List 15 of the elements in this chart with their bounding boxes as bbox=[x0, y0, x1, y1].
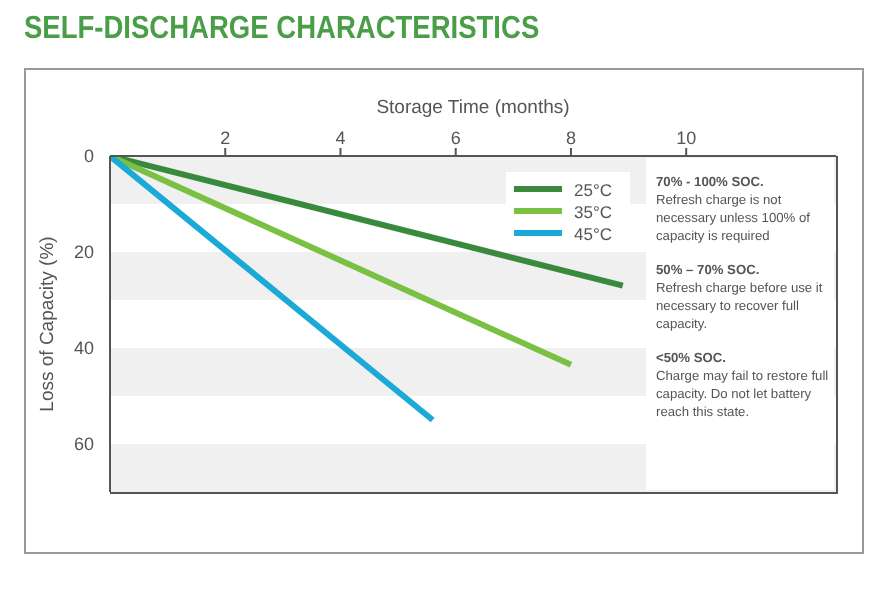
y-axis-title: Loss of Capacity (%) bbox=[36, 236, 59, 412]
x-tick-label: 4 bbox=[335, 128, 346, 148]
x-tick-label: 6 bbox=[450, 128, 461, 148]
y-tick-label: 60 bbox=[73, 434, 94, 455]
legend-label: 25°C bbox=[574, 179, 612, 199]
y-tick-label: 0 bbox=[83, 146, 94, 167]
y-tick-label: 20 bbox=[73, 242, 94, 263]
chart-title: SELF-DISCHARGE CHARACTERISTICS bbox=[24, 12, 540, 48]
legend-label: 45°C bbox=[574, 223, 612, 243]
x-tick-label: 2 bbox=[220, 128, 231, 148]
x-tick-label: 10 bbox=[676, 128, 697, 148]
legend-label: 35°C bbox=[574, 201, 612, 221]
x-tick-label: 8 bbox=[565, 128, 576, 148]
y-tick-label: 40 bbox=[73, 338, 94, 359]
x-axis-title: Storage Time (months) bbox=[376, 97, 570, 120]
